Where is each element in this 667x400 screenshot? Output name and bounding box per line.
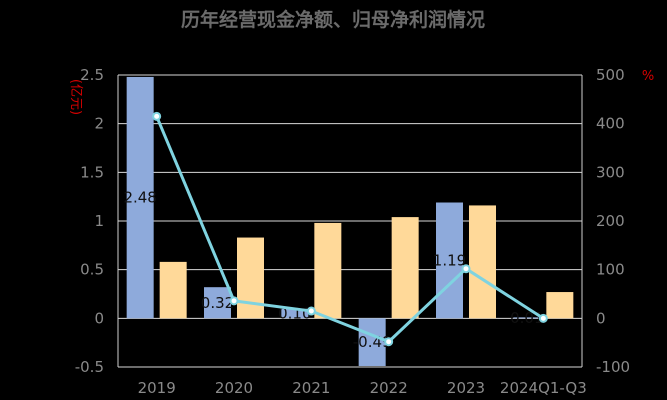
bar [237,237,264,319]
bar [436,202,463,319]
x-tick-label: 2019 [138,379,176,397]
x-tick-label: 2022 [370,379,408,397]
bar [391,217,419,319]
line-point [306,306,316,316]
y-right-tick-label: 400 [596,115,625,133]
bar [469,205,496,319]
x-tick-label: 2023 [447,379,485,397]
bar [546,292,574,319]
y-right-tick-label: 500 [596,66,625,84]
x-tick-label: 2021 [292,379,330,397]
chart-title: 历年经营现金净额、归母净利润情况 [181,8,485,31]
y-left-tick-label: -0.5 [75,358,104,376]
bar [314,222,342,319]
bar [126,76,154,319]
line-point [538,313,548,323]
line-point [152,111,162,121]
bar [513,317,541,319]
line-point [229,296,239,306]
y-right-tick-label: 200 [596,212,625,230]
y-left-tick-label: 1 [94,212,104,230]
x-tick-label: 2020 [215,379,253,397]
bar [159,261,187,319]
gridlines [118,74,582,368]
y-right-tick-label: 0 [596,309,606,327]
bar-data-label: 0.01 [510,309,543,327]
y-left-unit-label: (亿元) [68,79,83,115]
line-point [384,337,394,347]
y-left-tick-label: 0 [94,309,104,327]
y-right-unit-label: % [642,69,654,84]
bar [358,318,386,367]
bar [204,287,231,319]
axes: -0.5 0 0.5 1 1.5 2 2.5 -100 0 100 200 300 400 500 2019… [75,66,630,397]
x-tick-label: 2024Q1-Q3 [500,379,587,397]
y-right-tick-label: 100 [596,261,625,279]
y-left-tick-label: 2 [94,115,104,133]
bar-data-label: 1.19 [433,251,466,269]
bar-data-label: 2.48 [123,189,156,207]
y-left-tick-label: 0.5 [80,261,104,279]
y-left-tick-label: 2.5 [80,66,104,84]
y-right-tick-label: -100 [596,358,630,376]
line-point [461,264,471,274]
bar [281,308,309,319]
y-right-tick-label: 300 [596,163,625,181]
bars [126,76,574,367]
line-series [152,111,548,347]
y-left-tick-label: 1.5 [80,163,104,181]
bar-data-label: 0.32 [201,294,234,312]
line-series-path [155,115,545,344]
